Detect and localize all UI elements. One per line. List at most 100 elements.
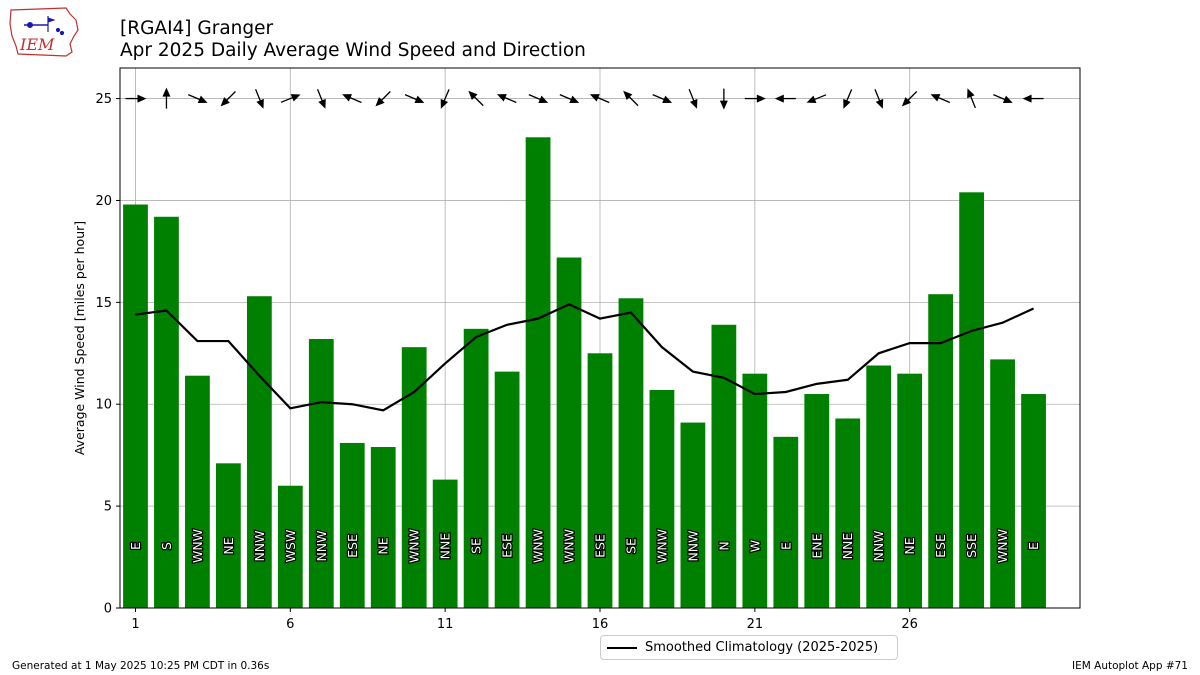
bar — [990, 359, 1015, 608]
wind-arrow-shaft — [993, 94, 1007, 101]
y-tick-label: 5 — [104, 500, 112, 515]
wind-arrow-shaft — [255, 89, 262, 103]
wind-arrow-head — [342, 94, 352, 102]
wind-arrow-head — [689, 98, 698, 109]
wind-arrow — [342, 94, 362, 104]
wind-arrow — [316, 89, 326, 109]
wind-arrow-head — [1002, 95, 1013, 104]
wind-arrow — [623, 90, 639, 107]
direction-labels: E S WNW NE NNW WSW NNW ESE NE WNW NNE SE ESE WNW WNW ES… — [127, 528, 1042, 564]
bar — [216, 463, 241, 608]
wind-arrow-head — [414, 95, 425, 104]
wind-arrow — [652, 94, 673, 104]
wind-arrow-head — [468, 90, 478, 100]
wind-arrow — [1022, 94, 1044, 103]
bar — [185, 375, 210, 608]
wind-arrow-head — [806, 95, 817, 104]
wind-arrow — [993, 94, 1013, 104]
wind-arrow-shaft — [688, 89, 696, 103]
wind-arrow-head — [162, 87, 171, 97]
bar — [680, 422, 706, 608]
y-tick-label: 0 — [104, 602, 112, 617]
chart-legend: Smoothed Climatology (2025-2025) — [600, 635, 898, 660]
direction-label: NNW — [252, 530, 267, 561]
wind-arrow-head — [538, 95, 549, 104]
iowa-outline-icon — [9, 7, 79, 57]
wind-arrow — [967, 88, 976, 109]
bar — [773, 436, 799, 608]
wind-arrow-shaft — [936, 96, 951, 104]
chart-title-description: Apr 2025 Daily Average Wind Speed and Di… — [120, 40, 586, 61]
bar — [277, 485, 303, 608]
direction-label: ESE — [345, 534, 360, 558]
bar — [525, 137, 551, 608]
bar — [959, 192, 984, 608]
wind-arrow — [404, 94, 425, 104]
direction-label: SE — [623, 538, 638, 554]
direction-label: E — [128, 542, 143, 550]
wind-arrow — [559, 94, 580, 104]
y-axis: 0 5 10 15 20 25 — [95, 92, 120, 617]
bar — [866, 365, 892, 608]
bar — [897, 373, 923, 608]
wind-arrow-shaft — [559, 94, 573, 101]
bar — [1021, 394, 1046, 608]
bar — [154, 216, 179, 609]
bar — [928, 294, 954, 608]
direction-label: SE — [469, 538, 484, 554]
wind-arrow-shaft — [652, 94, 666, 101]
x-tick-label: 21 — [747, 617, 764, 632]
wind-arrow-head — [967, 88, 975, 99]
legend-line-swatch — [607, 646, 637, 649]
direction-label: WNW — [654, 529, 669, 563]
y-axis-label: Average Wind Speed [miles per hour] — [72, 221, 87, 455]
legend-label-climatology: Smoothed Climatology (2025-2025) — [645, 640, 879, 655]
wind-arrow — [806, 94, 827, 104]
bar — [587, 353, 613, 608]
bar — [618, 298, 644, 608]
direction-label: WNW — [407, 529, 422, 563]
direction-label: NNE — [438, 533, 453, 560]
wind-arrow-shaft — [528, 94, 543, 101]
direction-label: WNW — [995, 529, 1010, 563]
wind-arrow-head — [256, 98, 264, 109]
logo-text: IEM — [19, 35, 55, 54]
bar — [556, 257, 582, 608]
wind-arrow-shaft — [874, 89, 881, 103]
wind-arrow-head — [589, 94, 600, 102]
direction-label: E — [1026, 542, 1041, 550]
bar — [123, 204, 148, 608]
direction-label: NE — [902, 537, 917, 554]
direction-label: NE — [221, 537, 236, 554]
direction-label: WNW — [190, 529, 205, 563]
x-tick-label: 26 — [901, 617, 918, 632]
wind-arrow — [440, 89, 450, 109]
bar — [246, 296, 272, 608]
wind-arrow-shaft — [845, 89, 853, 103]
wind-arrow-shaft — [316, 89, 324, 103]
direction-label: WNW — [562, 529, 577, 563]
wind-arrow-head — [930, 94, 941, 102]
wind-arrow — [496, 94, 517, 104]
direction-label: ESE — [933, 534, 948, 558]
direction-label: ESE — [593, 534, 608, 558]
wind-arrow-head — [375, 97, 385, 107]
wind-arrow-shaft — [404, 94, 419, 101]
bar — [742, 373, 768, 608]
wind-arrow-shaft — [906, 91, 918, 102]
wind-arrow-head — [137, 94, 147, 103]
wind-arrow-shaft — [503, 96, 517, 104]
wind-arrow — [589, 94, 610, 104]
bar — [308, 339, 334, 608]
wind-arrow — [375, 91, 391, 107]
direction-label: NE — [376, 537, 391, 554]
y-tick-label: 25 — [95, 92, 112, 107]
wind-arrow-head — [290, 94, 301, 102]
wind-arrow-head — [197, 95, 208, 104]
chart-title-station: [RGAI4] Granger — [120, 18, 274, 39]
wind-arrow — [719, 88, 728, 110]
wind-arrow — [688, 89, 698, 109]
bar-series — [123, 137, 1046, 609]
bar — [432, 479, 458, 608]
direction-label: NNW — [314, 530, 329, 561]
